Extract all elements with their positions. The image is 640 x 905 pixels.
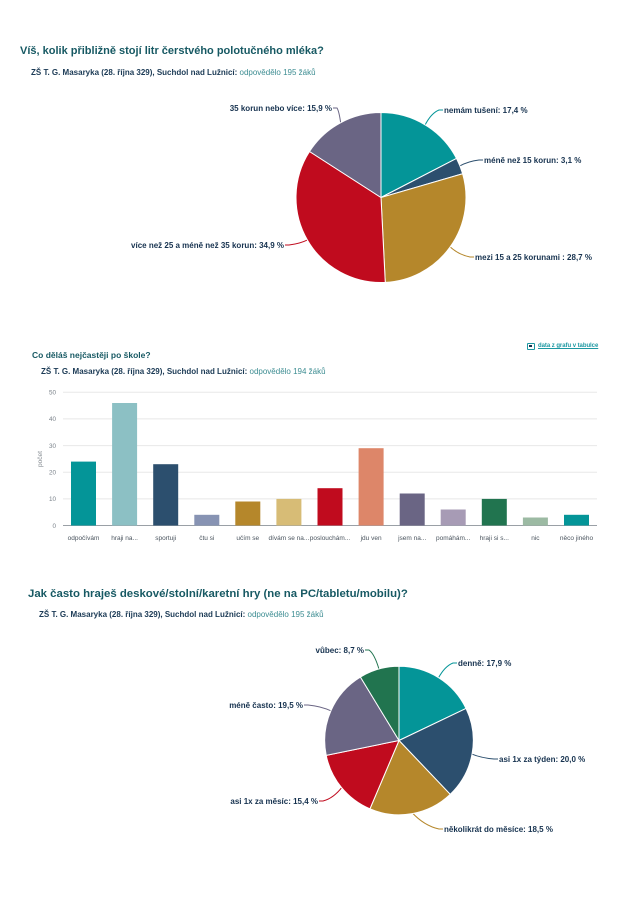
svg-text:sportuji: sportuji: [155, 535, 176, 542]
svg-text:0: 0: [52, 523, 56, 530]
svg-text:40: 40: [49, 416, 57, 423]
svg-text:něco jiného: něco jiného: [560, 535, 594, 542]
svg-text:nic: nic: [531, 535, 540, 542]
svg-text:mezi 15 a 25 korunami : 28,7 %: mezi 15 a 25 korunami : 28,7 %: [475, 253, 592, 262]
svg-text:asi 1x za měsíc: 15,4 %: asi 1x za měsíc: 15,4 %: [230, 797, 318, 806]
svg-text:poslouchám...: poslouchám...: [310, 535, 351, 542]
svg-text:několikrát do měsíce: 18,5 %: několikrát do měsíce: 18,5 %: [444, 825, 553, 834]
svg-text:jsem na...: jsem na...: [397, 535, 426, 542]
svg-text:vůbec: 8,7 %: vůbec: 8,7 %: [316, 646, 364, 655]
svg-text:odpočívám: odpočívám: [68, 535, 100, 542]
svg-text:35 korun nebo více: 15,9 %: 35 korun nebo více: 15,9 %: [230, 104, 332, 113]
svg-text:hraji si s...: hraji si s...: [480, 535, 509, 542]
svg-text:méně než 15 korun: 3,1 %: méně než 15 korun: 3,1 %: [484, 156, 581, 165]
svg-text:méně často: 19,5 %: méně často: 19,5 %: [229, 701, 303, 710]
svg-text:učím se: učím se: [236, 535, 259, 542]
svg-text:více než 25 a méně než 35 koru: více než 25 a méně než 35 korun: 34,9 %: [131, 241, 284, 250]
svg-text:50: 50: [49, 390, 57, 397]
svg-text:jdu ven: jdu ven: [360, 535, 382, 542]
svg-text:nemám tušení: 17,4 %: nemám tušení: 17,4 %: [444, 106, 528, 115]
svg-text:hraji na...: hraji na...: [111, 535, 138, 542]
svg-text:asi 1x za týden: 20,0 %: asi 1x za týden: 20,0 %: [499, 755, 585, 764]
svg-text:denně: 17,9 %: denně: 17,9 %: [458, 659, 511, 668]
svg-text:dívám se na...: dívám se na...: [268, 535, 309, 542]
svg-text:30: 30: [49, 443, 57, 450]
svg-text:10: 10: [49, 496, 57, 503]
svg-text:počet: počet: [37, 451, 44, 467]
svg-text:čtu si: čtu si: [199, 535, 214, 542]
svg-text:pomáhám...: pomáhám...: [436, 535, 471, 542]
svg-text:20: 20: [49, 470, 57, 477]
